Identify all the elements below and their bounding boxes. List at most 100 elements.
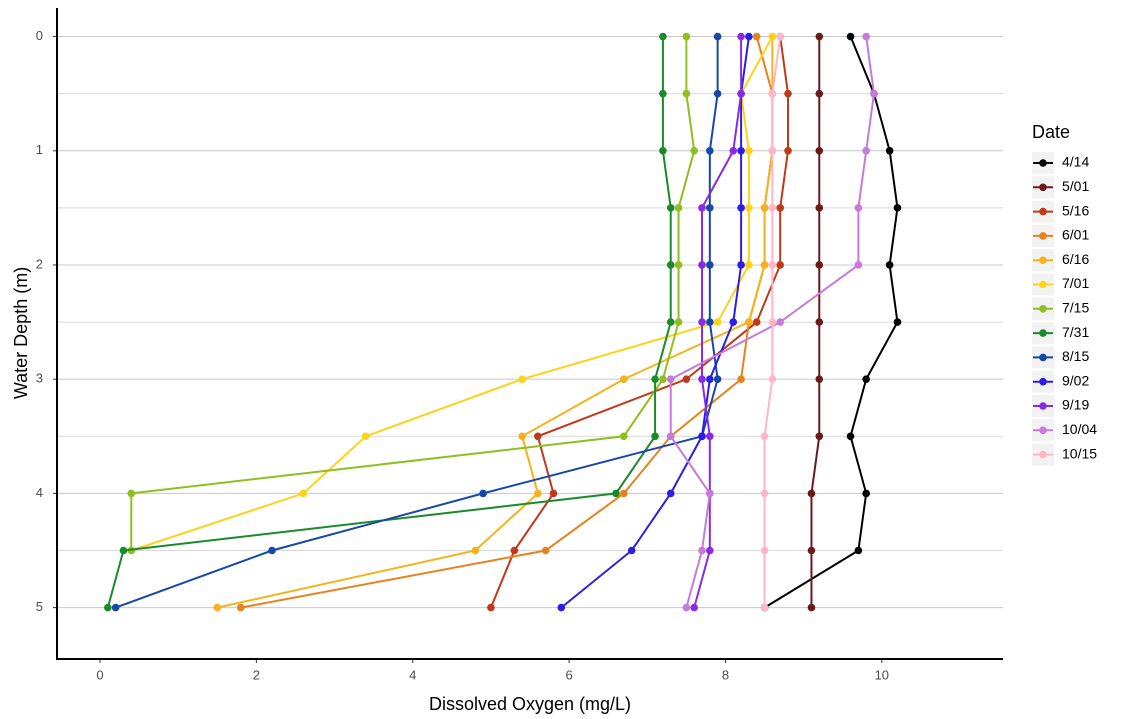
point xyxy=(549,489,558,498)
point xyxy=(713,32,722,41)
point xyxy=(666,318,675,326)
point xyxy=(745,261,753,269)
legend-label: 5/01 xyxy=(1062,178,1089,194)
point xyxy=(815,375,824,383)
point xyxy=(768,32,777,41)
point xyxy=(698,318,706,326)
series-line xyxy=(130,36,774,552)
point xyxy=(518,375,526,383)
legend-key-point xyxy=(1039,159,1047,167)
point xyxy=(713,318,722,326)
y-tick-label: 5 xyxy=(36,599,43,614)
point xyxy=(659,89,667,98)
point xyxy=(862,489,870,498)
point xyxy=(776,318,784,326)
point xyxy=(213,603,222,612)
point xyxy=(674,204,683,212)
point xyxy=(479,489,487,498)
point xyxy=(776,32,784,41)
point xyxy=(745,146,753,155)
point xyxy=(768,261,777,269)
point xyxy=(713,89,722,98)
legend-label: 10/15 xyxy=(1062,445,1097,461)
legend-key-point xyxy=(1039,377,1047,386)
point xyxy=(690,146,698,155)
point xyxy=(768,146,777,155)
point xyxy=(612,489,620,498)
point xyxy=(768,375,777,383)
point xyxy=(807,603,816,612)
point xyxy=(698,432,706,441)
point xyxy=(119,546,128,555)
point xyxy=(737,89,745,98)
legend-label: 7/31 xyxy=(1062,324,1089,340)
point xyxy=(557,603,566,612)
point xyxy=(885,261,894,269)
legend-key-point xyxy=(1039,280,1047,289)
legend-label: 4/14 xyxy=(1062,154,1089,170)
point xyxy=(510,546,519,555)
point xyxy=(127,489,136,498)
point xyxy=(690,603,698,612)
point xyxy=(815,261,824,269)
point xyxy=(706,432,714,441)
point xyxy=(706,375,714,383)
point xyxy=(674,318,683,326)
legend-label: 6/01 xyxy=(1062,227,1089,243)
point xyxy=(698,204,706,212)
legend-label: 10/04 xyxy=(1062,421,1097,437)
point xyxy=(752,32,761,41)
point xyxy=(534,432,542,441)
legend-label: 7/01 xyxy=(1062,275,1089,291)
point xyxy=(666,489,675,498)
point xyxy=(760,204,769,212)
point xyxy=(518,432,526,441)
point xyxy=(706,204,714,212)
legend-key-point xyxy=(1039,450,1047,459)
point xyxy=(815,204,824,212)
point xyxy=(745,204,753,212)
point xyxy=(768,204,777,212)
point xyxy=(487,603,495,612)
point xyxy=(854,261,863,269)
legend-label: 8/15 xyxy=(1062,348,1089,364)
point xyxy=(870,89,878,98)
point xyxy=(815,318,824,326)
point xyxy=(729,318,738,326)
point xyxy=(682,32,691,41)
series-line xyxy=(130,36,696,551)
point xyxy=(682,89,691,98)
point xyxy=(268,546,276,555)
point xyxy=(760,603,769,612)
legend-key-point xyxy=(1039,256,1047,265)
point xyxy=(737,204,745,212)
point xyxy=(862,146,870,155)
x-tick-label: 6 xyxy=(565,667,572,682)
point xyxy=(666,375,675,383)
point xyxy=(737,375,745,383)
point xyxy=(815,89,824,98)
point xyxy=(541,546,550,555)
point xyxy=(713,375,722,383)
point xyxy=(737,32,745,41)
x-axis-label: Dissolved Oxygen (mg/L) xyxy=(429,694,631,714)
point xyxy=(659,375,667,383)
y-tick-label: 1 xyxy=(36,142,43,157)
point xyxy=(682,603,691,612)
point xyxy=(846,32,855,41)
point xyxy=(815,32,824,41)
legend-label: 7/15 xyxy=(1062,300,1089,316)
legend-label: 5/16 xyxy=(1062,202,1089,218)
legend-key-point xyxy=(1039,329,1047,337)
point xyxy=(776,261,784,269)
point xyxy=(737,261,745,269)
point xyxy=(534,489,542,498)
y-tick-label: 2 xyxy=(36,256,43,271)
x-tick-label: 2 xyxy=(253,667,260,682)
point xyxy=(885,146,894,155)
point xyxy=(698,546,706,555)
point xyxy=(698,375,706,383)
point xyxy=(620,375,628,383)
point xyxy=(854,546,863,555)
